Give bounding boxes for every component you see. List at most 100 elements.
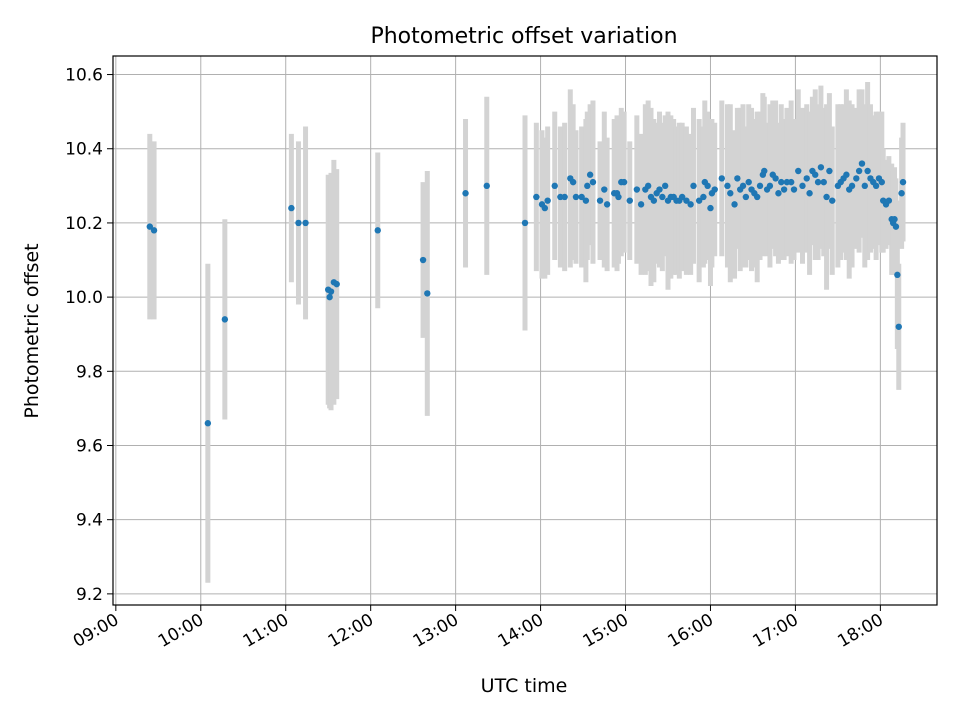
data-point: [885, 197, 893, 204]
data-point: [761, 167, 768, 175]
data-point: [780, 186, 788, 193]
y-tick-label: 10.6: [65, 66, 103, 86]
data-point: [806, 190, 813, 197]
plot-frame: [112, 55, 938, 606]
data-point: [843, 171, 850, 178]
data-point: [620, 178, 628, 186]
data-point: [826, 167, 833, 175]
data-point: [541, 204, 549, 212]
y-tick-label: 10.0: [65, 288, 103, 308]
data-point: [700, 193, 707, 201]
y-tick-label: 10.2: [65, 214, 103, 234]
data-point: [861, 182, 868, 190]
y-tick-label: 9.8: [76, 362, 103, 382]
data-point: [650, 197, 658, 204]
data-point: [718, 175, 725, 182]
data-point: [864, 167, 871, 175]
data-point: [603, 201, 611, 208]
data-point: [742, 193, 750, 201]
data-point: [424, 290, 431, 297]
data-point: [848, 182, 856, 190]
data-point: [756, 182, 764, 190]
data-point: [533, 193, 540, 201]
data-point: [878, 178, 885, 186]
data-point: [829, 197, 836, 204]
data-point: [615, 193, 622, 201]
data-point: [637, 201, 645, 208]
data-point: [601, 186, 608, 193]
data-point: [745, 178, 752, 186]
data-point: [803, 175, 810, 182]
y-tick-label: 9.2: [76, 585, 103, 605]
data-point: [288, 204, 295, 212]
plot-area: [112, 55, 938, 606]
data-point: [302, 219, 309, 227]
y-tick-label: 9.6: [76, 436, 103, 456]
data-point: [753, 193, 761, 201]
data-point: [462, 190, 469, 197]
data-point: [578, 193, 585, 201]
data-point: [683, 197, 690, 204]
data-point: [544, 197, 551, 204]
data-point: [727, 190, 734, 197]
data-point: [221, 316, 229, 323]
data-point: [326, 293, 333, 301]
data-point: [586, 171, 594, 178]
data-point: [775, 190, 782, 197]
data-point: [687, 201, 694, 208]
chart-title: Photometric offset variation: [370, 24, 677, 49]
data-point: [891, 216, 898, 223]
data-point: [707, 204, 714, 212]
data-point: [731, 201, 738, 208]
data-point: [790, 186, 798, 193]
data-point: [419, 256, 427, 264]
data-point: [734, 175, 741, 182]
data-point: [659, 193, 666, 201]
data-point: [690, 182, 697, 190]
data-point: [778, 178, 785, 186]
data-points: [146, 160, 907, 427]
data-point: [787, 178, 795, 186]
data-point: [895, 323, 902, 330]
data-point: [899, 178, 907, 186]
data-point: [855, 167, 863, 175]
data-point: [795, 167, 802, 175]
y-tick-label: 10.4: [65, 140, 103, 160]
data-point: [572, 193, 580, 201]
y-tick-label: 9.4: [76, 511, 103, 531]
y-axis: 9.2 9.4 9.6 9.8 10.0 10.2 10.4 10.6: [65, 66, 113, 605]
data-point: [799, 182, 806, 190]
data-point: [374, 227, 381, 234]
data-point: [483, 182, 490, 190]
data-point: [853, 175, 860, 182]
data-point: [521, 219, 529, 227]
data-point: [858, 160, 866, 167]
data-point: [561, 193, 568, 201]
data-point: [626, 197, 633, 204]
data-point: [894, 271, 901, 279]
x-axis-label: UTC time: [481, 675, 568, 697]
data-point: [633, 186, 641, 193]
data-point: [644, 182, 652, 190]
data-point: [898, 190, 905, 197]
data-point: [204, 420, 212, 427]
data-point: [724, 182, 731, 190]
data-point: [812, 171, 819, 178]
data-point: [333, 280, 340, 288]
data-point: [823, 193, 830, 201]
data-point: [872, 182, 880, 190]
data-point: [892, 223, 900, 230]
data-point: [327, 288, 335, 295]
data-point: [695, 197, 703, 204]
data-point: [656, 186, 663, 193]
y-axis-label: Photometric offset: [21, 243, 43, 418]
data-point: [772, 175, 779, 182]
data-point: [589, 178, 597, 186]
data-point: [582, 197, 590, 204]
data-point: [766, 182, 774, 190]
data-point: [569, 178, 577, 186]
data-point: [711, 186, 718, 193]
data-point: [817, 164, 825, 171]
data-point: [820, 178, 827, 186]
